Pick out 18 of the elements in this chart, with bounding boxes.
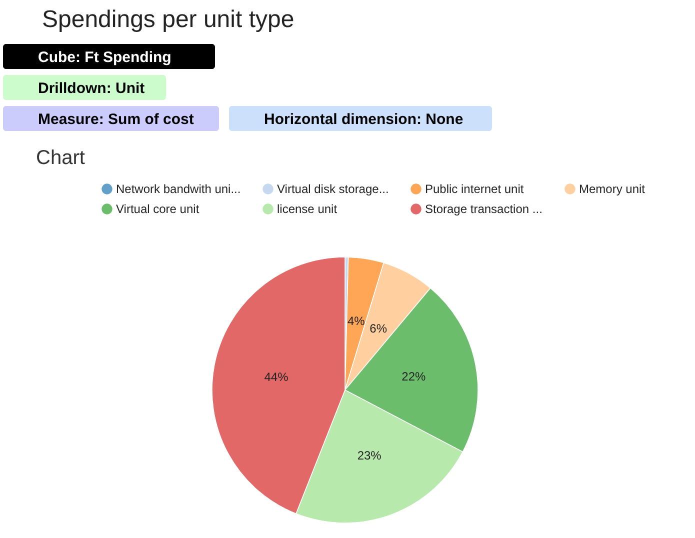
- legend-label: Network bandwith uni...: [116, 182, 241, 196]
- text: Drilldown: Unit: [38, 80, 145, 97]
- data-label: 23%: [357, 448, 382, 463]
- data-label: 22%: [402, 369, 426, 384]
- legend-label: license unit: [277, 202, 338, 216]
- data-label: 6%: [370, 321, 388, 336]
- legend-label: Virtual core unit: [116, 202, 200, 216]
- text: Chart: [36, 147, 86, 169]
- text: Cube: Ft Spending: [38, 49, 172, 66]
- legend-label: Public internet unit: [425, 182, 524, 196]
- legend-label: Memory unit: [579, 182, 646, 196]
- chart-title: Spendings per unit type: [42, 6, 294, 33]
- data-label: 44%: [264, 370, 289, 384]
- legend-label: Storage transaction ...: [425, 202, 542, 216]
- legend-label: Virtual disk storage...: [277, 182, 389, 196]
- data-label: 4%: [347, 314, 366, 328]
- text: Horizontal dimension: None: [264, 111, 464, 128]
- text: Measure: Sum of cost: [38, 111, 194, 128]
